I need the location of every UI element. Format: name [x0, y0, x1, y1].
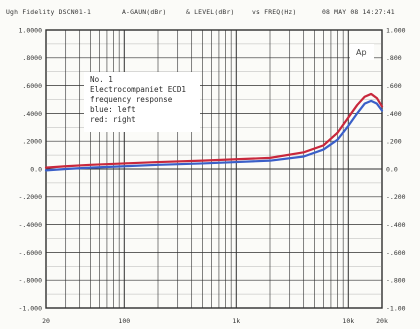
y-tick-label-left: .8000: [22, 54, 42, 62]
y-tick-label-left: -.6000: [19, 249, 43, 257]
y-tick-label-right: .200: [386, 138, 402, 146]
x-tick-label: 100: [118, 317, 130, 325]
x-axis-ticks: 20 100 1k 10k 20k: [42, 317, 388, 325]
y-tick-label-left: .2000: [22, 138, 42, 146]
legend-line-left: blue: left: [90, 105, 136, 114]
audio-precision-logo: Ap: [350, 44, 374, 60]
y-tick-label-left: -.8000: [19, 277, 43, 285]
y-axis-left-ticks: 1.0000 .8000 .6000 .4000 .2000 0.0 -.2000 -.400…: [19, 26, 43, 312]
y-tick-label-right: -.400: [386, 221, 406, 229]
y-tick-label-left: -.4000: [19, 221, 43, 229]
y-tick-label-left: 1.0000: [19, 26, 43, 34]
y-tick-label-left: -.2000: [19, 193, 43, 201]
x-tick-label: 20k: [376, 317, 388, 325]
y-tick-label-left: .6000: [22, 82, 42, 90]
y-tick-label-right: -.800: [386, 277, 406, 285]
legend-line-right: red: right: [90, 115, 136, 124]
y-axis-right-ticks: 1.000 .800 .600 .400 .200 0.0 -.200 -.400 -.600 -…: [386, 26, 406, 312]
legend-box: No. 1 Electrocompaniet ECD1 frequency re…: [84, 72, 200, 132]
y-tick-label-left: .4000: [22, 110, 42, 118]
logo-text: Ap: [356, 48, 367, 57]
y-tick-label-left: 0.0: [30, 165, 42, 173]
x-tick-label: 20: [42, 317, 50, 325]
y-tick-label-right: .400: [386, 110, 402, 118]
legend-line-device: Electrocompaniet ECD1: [90, 85, 186, 94]
legend-line-description: frequency response: [90, 95, 173, 104]
y-tick-label-right: .600: [386, 82, 402, 90]
x-tick-label: 1k: [232, 317, 240, 325]
x-tick-label: 10k: [342, 317, 354, 325]
y-tick-label-right: .800: [386, 54, 402, 62]
y-tick-label-right: -.600: [386, 249, 406, 257]
y-tick-label-right: -.200: [386, 193, 406, 201]
y-tick-label-right: -1.00: [386, 304, 406, 312]
y-tick-label-right: 0.0: [386, 165, 398, 173]
y-tick-label-left: -1.000: [19, 304, 43, 312]
legend-line-number: No. 1: [90, 75, 113, 84]
chart-grid: [46, 30, 382, 308]
y-tick-label-right: 1.000: [386, 26, 406, 34]
